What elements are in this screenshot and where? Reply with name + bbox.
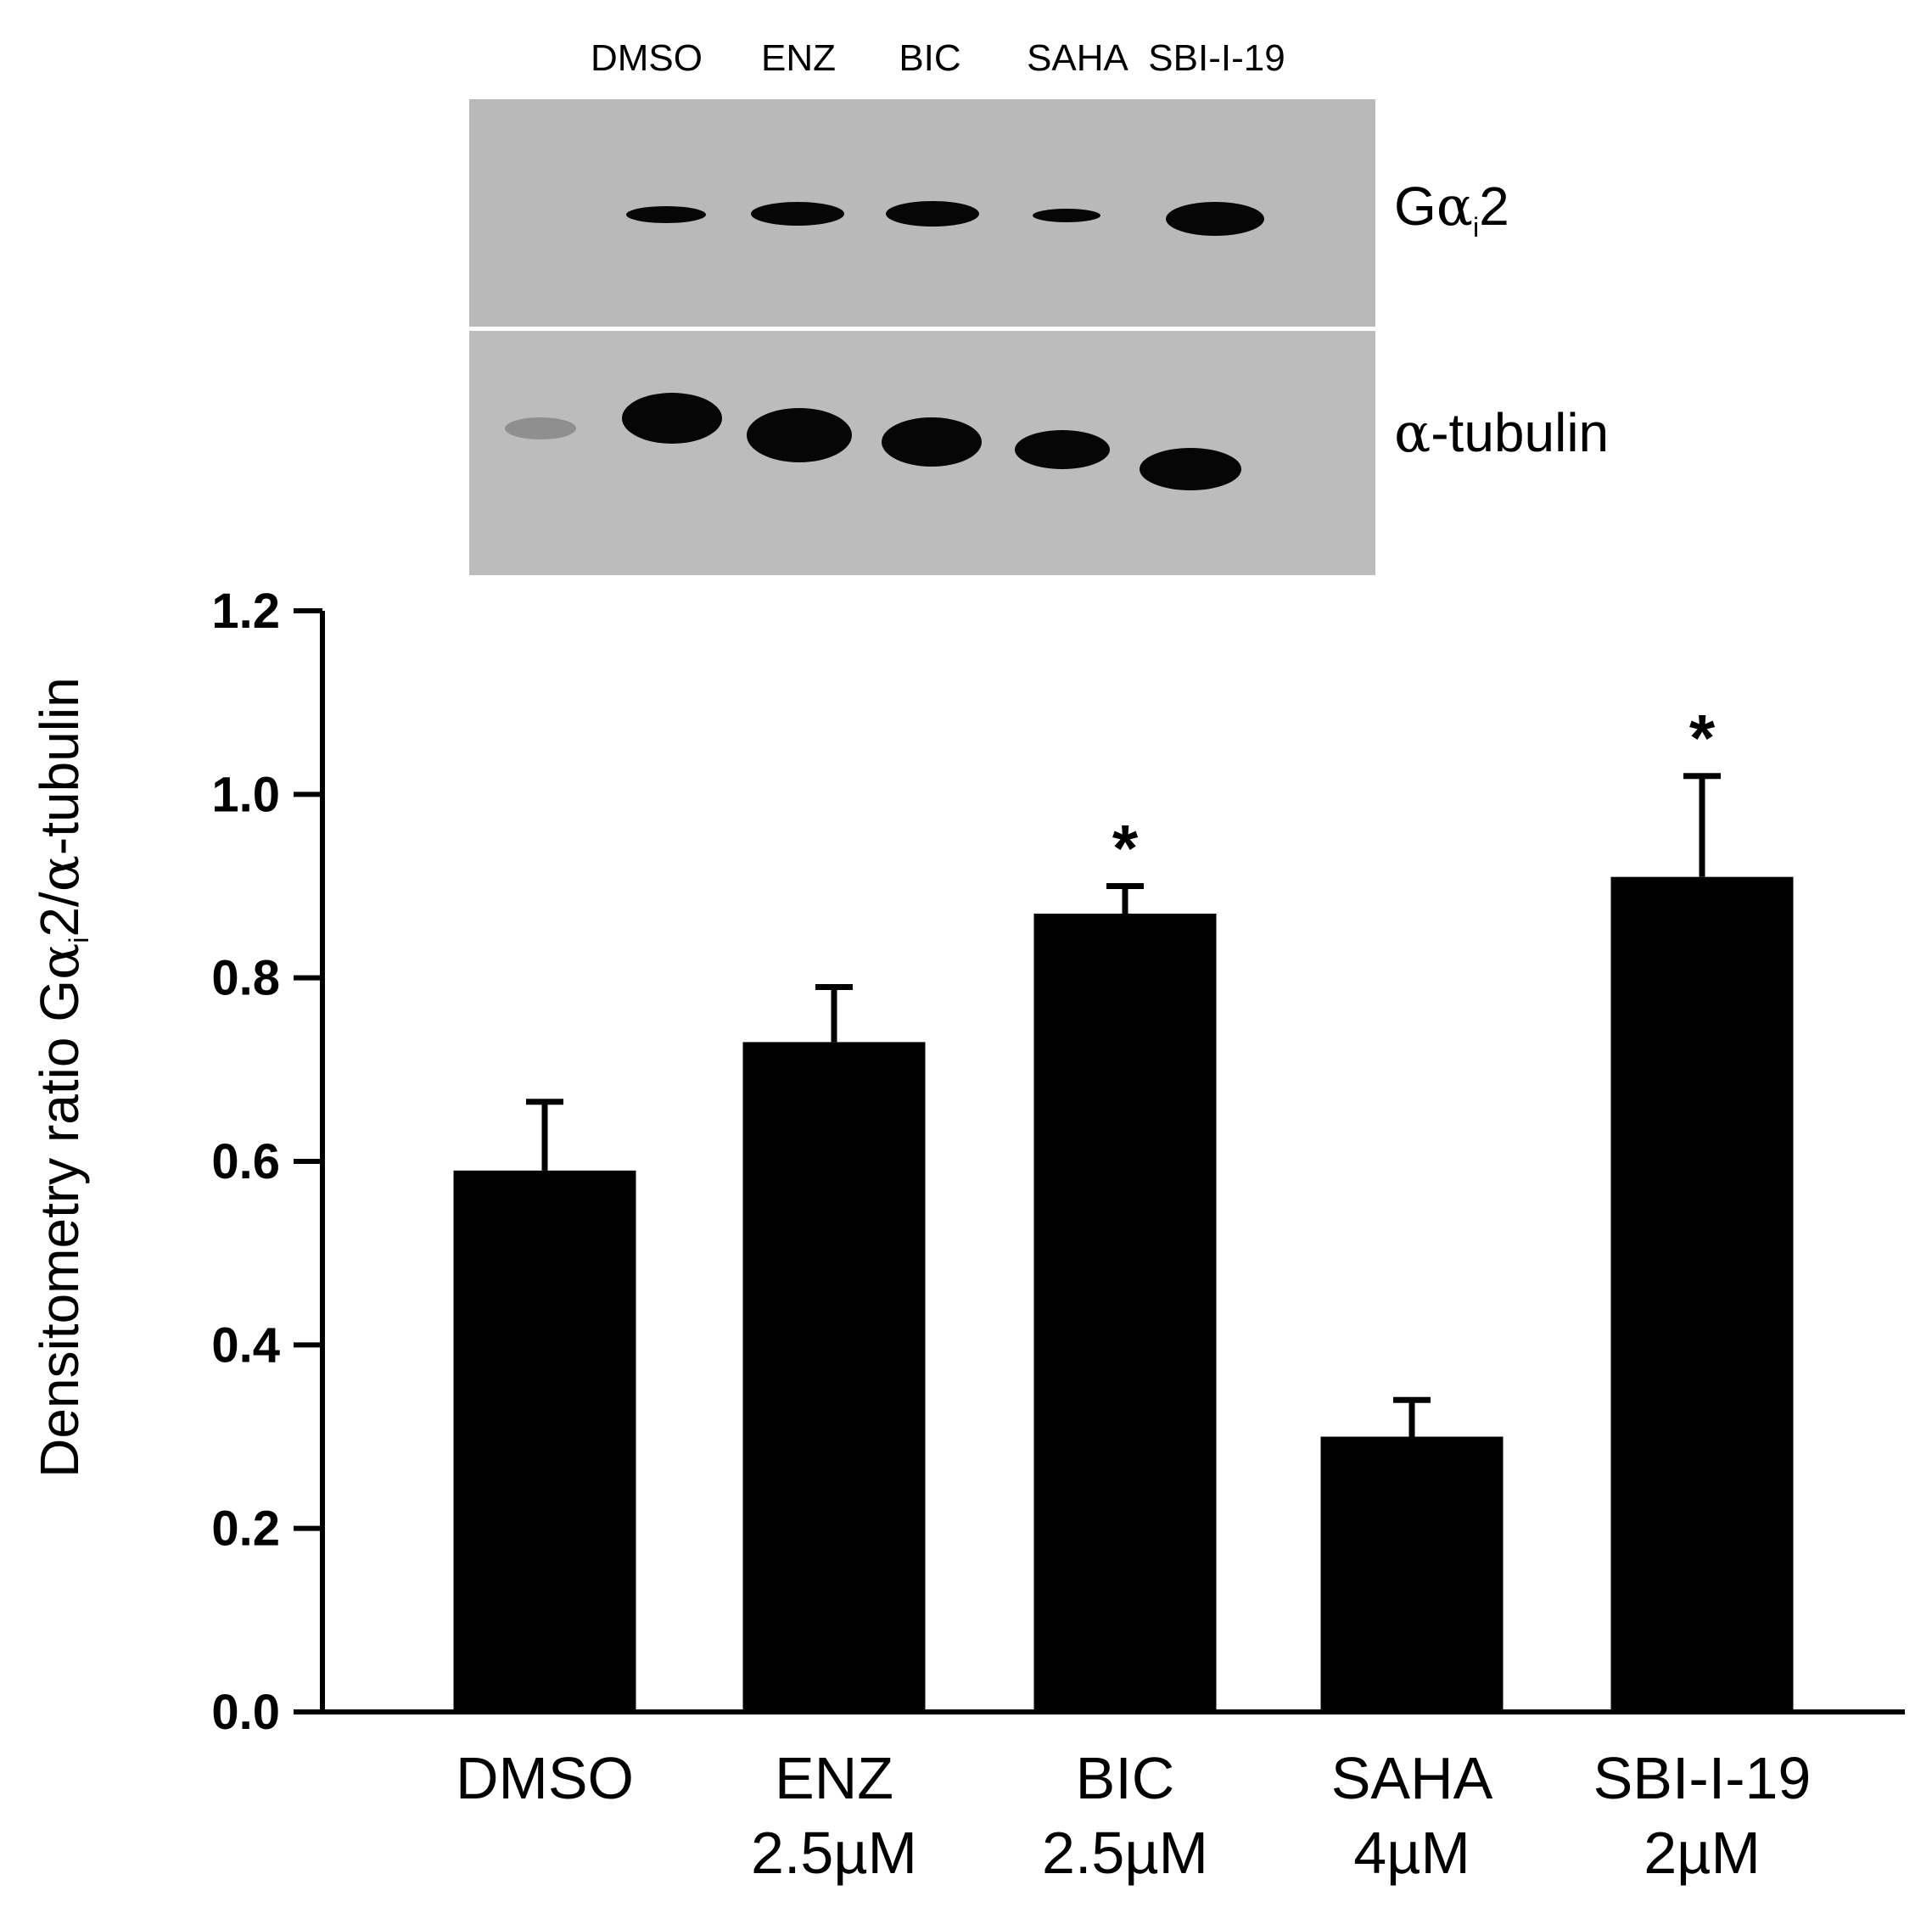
significance-marker: * [1112, 811, 1139, 886]
blot-band-gai2 [886, 201, 979, 227]
x-tick-sublabel: 2.5µM [1042, 1820, 1208, 1886]
blot-band-gai2 [751, 202, 844, 226]
x-tick-sublabel: 4µM [1353, 1820, 1470, 1886]
significance-marker: * [1689, 701, 1716, 775]
y-tick-label: 0.4 [211, 1317, 280, 1373]
y-tick-label: 0.6 [211, 1134, 280, 1189]
bar [453, 1170, 636, 1712]
x-tick-label: DMSO [456, 1745, 634, 1811]
y-tick-label: 1.0 [211, 767, 280, 822]
blot-lane-label: SBI-I-19 [1148, 37, 1285, 79]
blot-row-label-tubulin: α-tubulin [1394, 402, 1609, 465]
blot-lane-label: BIC [899, 37, 960, 79]
blot-band-tubulin [747, 408, 852, 462]
blot-band-tubulin [622, 393, 722, 444]
blot-lane-label: DMSO [591, 37, 703, 79]
western-blot: DMSO ENZ BIC SAHA SBI-I-19 Gαi2 α-tubulin [469, 37, 1609, 575]
bar [742, 1042, 926, 1712]
bar-chart: 0.0 0.2 0.4 0.6 0.8 1.0 1.2 * * DMSO ENZ 2.5µM BIC… [29, 584, 1905, 1886]
y-tick-label: 0.2 [211, 1502, 280, 1557]
blot-band-gai2 [1166, 202, 1264, 236]
y-tick-label: 1.2 [211, 584, 280, 639]
x-tick-label: ENZ [775, 1745, 893, 1811]
blot-lane-label: ENZ [761, 37, 836, 79]
bar [1610, 876, 1794, 1712]
blot-row-label-gai2: Gαi2 [1394, 176, 1509, 243]
y-axis-label: Densitometry ratio Gαi2/α-tubulin [29, 677, 94, 1478]
y-tick-label: 0.8 [211, 951, 280, 1006]
blot-band-tubulin [1015, 430, 1110, 469]
bar [1320, 1436, 1504, 1712]
x-tick-sublabel: 2µM [1644, 1820, 1761, 1886]
x-tick-sublabel: 2.5µM [751, 1820, 917, 1886]
blot-band-tubulin [505, 417, 576, 439]
blot-band-tubulin [1140, 448, 1241, 490]
y-tick-label: 0.0 [211, 1685, 280, 1740]
blot-band-gai2 [1033, 209, 1100, 222]
x-tick-label: SBI-I-19 [1593, 1745, 1812, 1811]
blot-band-gai2 [626, 206, 706, 223]
x-tick-label: BIC [1076, 1745, 1175, 1811]
blot-band-tubulin [882, 417, 982, 467]
bar [1033, 913, 1217, 1712]
blot-lane-label: SAHA [1027, 37, 1128, 79]
x-tick-label: SAHA [1331, 1745, 1493, 1811]
